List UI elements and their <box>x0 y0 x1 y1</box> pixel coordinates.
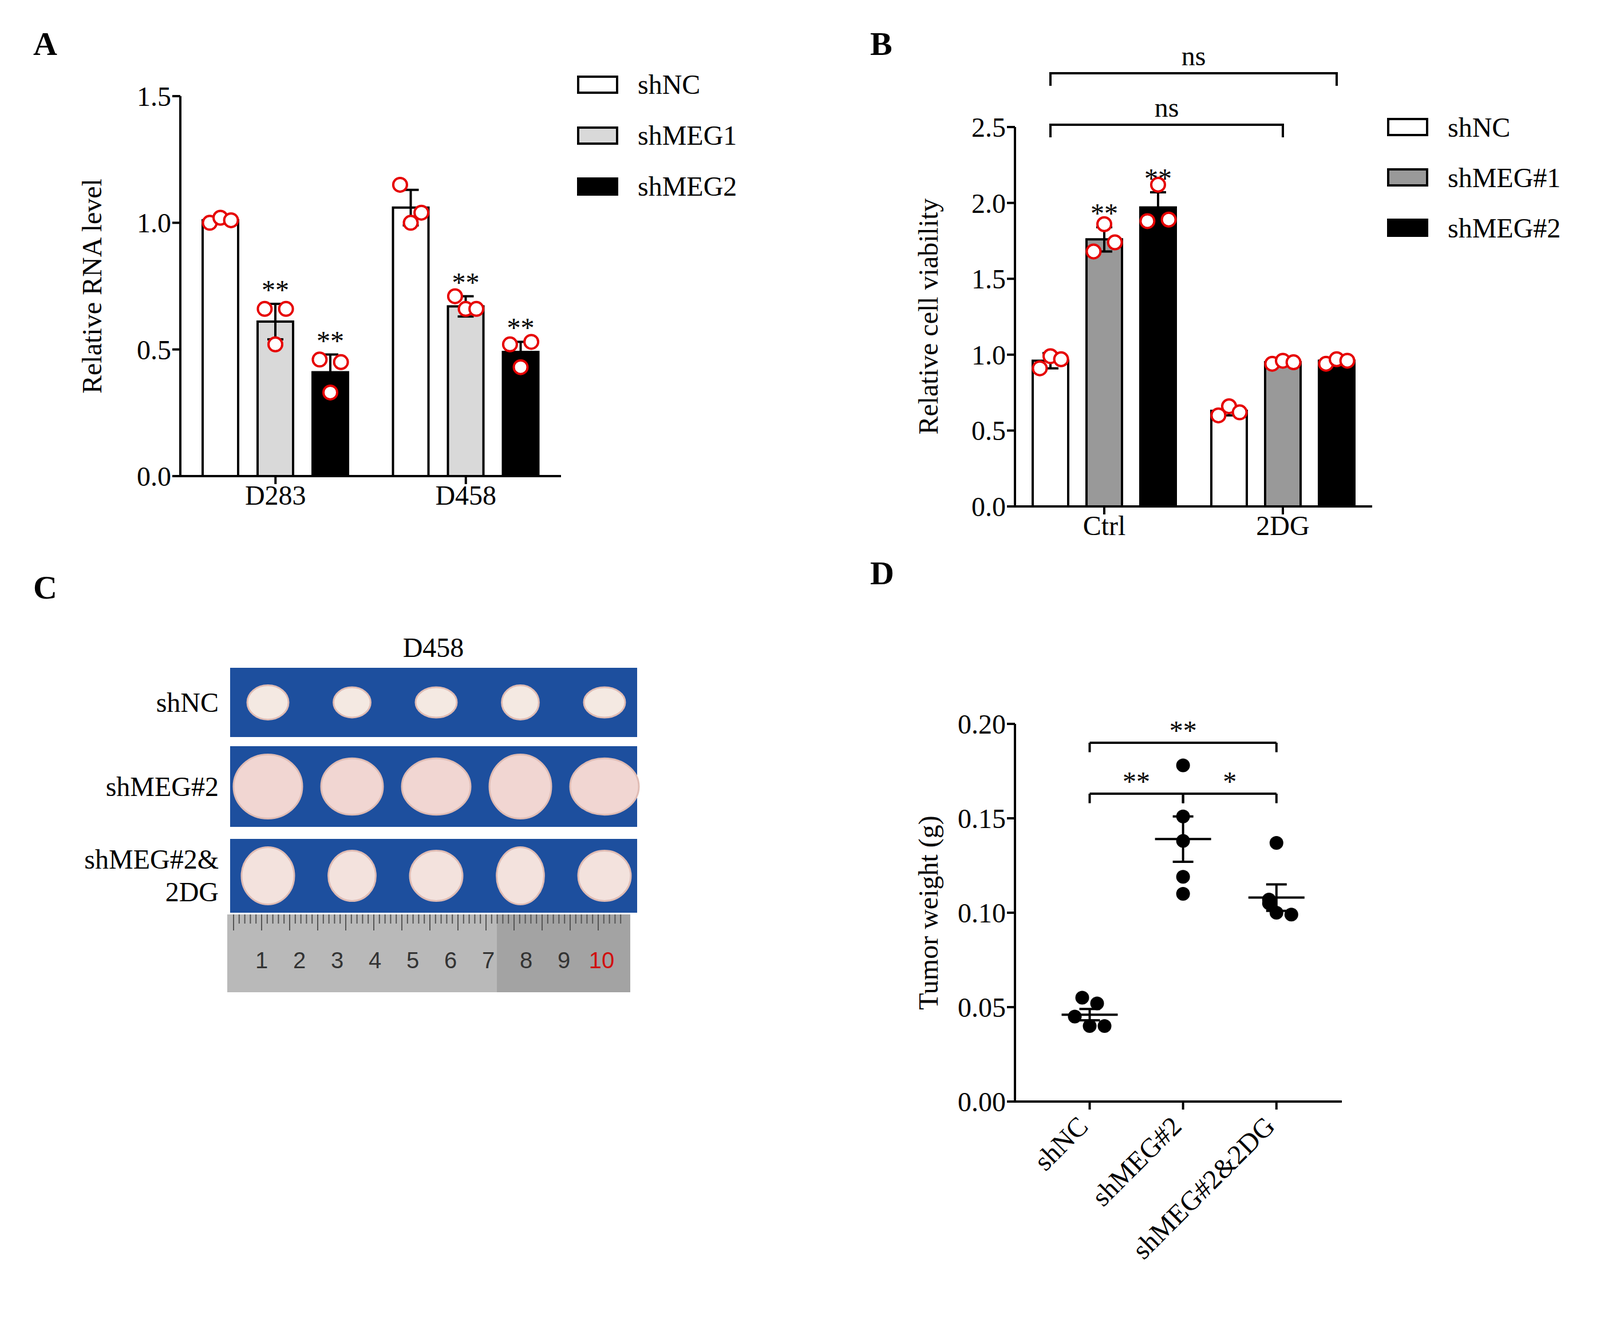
svg-text:2.0: 2.0 <box>971 188 1006 219</box>
svg-text:4: 4 <box>368 947 382 974</box>
svg-text:**: ** <box>316 325 345 357</box>
svg-text:2DG: 2DG <box>165 876 219 908</box>
svg-text:2: 2 <box>293 947 306 974</box>
svg-text:**: ** <box>452 267 480 298</box>
svg-text:0.20: 0.20 <box>957 709 1006 740</box>
svg-text:6: 6 <box>444 947 457 974</box>
svg-text:shMEG#2&: shMEG#2& <box>84 844 219 875</box>
html-text:Relative cell viability: Relative cell viability <box>912 198 944 435</box>
svg-text:shNC: shNC <box>1028 1111 1094 1177</box>
html-text:Relative RNA level: Relative RNA level <box>76 178 107 394</box>
svg-text:0.5: 0.5 <box>136 334 172 366</box>
svg-text:1.5: 1.5 <box>136 81 172 112</box>
html-text:C: C <box>33 569 58 607</box>
html-text:shNC: shNC <box>637 69 701 100</box>
svg-text:10: 10 <box>589 947 615 974</box>
svg-text:D283: D283 <box>245 480 307 511</box>
svg-text:7: 7 <box>482 947 495 974</box>
svg-text:1.5: 1.5 <box>971 263 1006 295</box>
svg-text:0.10: 0.10 <box>957 898 1006 929</box>
html-text:shMEG1: shMEG1 <box>637 120 737 151</box>
svg-text:0.5: 0.5 <box>971 415 1006 446</box>
svg-text:1: 1 <box>255 947 268 974</box>
svg-text:0.05: 0.05 <box>957 992 1006 1023</box>
svg-text:*: * <box>1222 766 1237 797</box>
html-text:shMEG#2: shMEG#2 <box>1447 212 1561 244</box>
svg-text:ns: ns <box>1181 40 1207 71</box>
html-text:B: B <box>870 25 893 63</box>
svg-text:1.0: 1.0 <box>136 207 172 239</box>
html-text:Tumor weight (g): Tumor weight (g) <box>912 815 944 1011</box>
svg-text:shMEG#2&2DG: shMEG#2&2DG <box>1126 1111 1280 1266</box>
html-text:shMEG#1: shMEG#1 <box>1447 162 1561 193</box>
svg-text:2DG: 2DG <box>1255 510 1310 541</box>
svg-text:D458: D458 <box>435 480 497 511</box>
svg-text:**: ** <box>261 274 290 306</box>
svg-text:**: ** <box>1090 198 1118 229</box>
svg-text:Ctrl: Ctrl <box>1083 510 1127 541</box>
html-text:shMEG2: shMEG2 <box>637 171 737 202</box>
html-text:shNC: shNC <box>1447 111 1511 143</box>
svg-text:0.0: 0.0 <box>136 461 172 492</box>
svg-text:1.0: 1.0 <box>971 340 1006 371</box>
svg-text:shMEG#2: shMEG#2 <box>105 771 219 803</box>
svg-text:**: ** <box>1144 163 1172 194</box>
svg-text:0.15: 0.15 <box>957 803 1006 835</box>
svg-text:**: ** <box>507 312 535 343</box>
svg-text:**: ** <box>1169 715 1197 746</box>
html-text:A: A <box>33 25 58 63</box>
svg-text:0.00: 0.00 <box>957 1087 1006 1118</box>
svg-text:ns: ns <box>1154 92 1180 123</box>
svg-text:shNC: shNC <box>156 687 219 718</box>
svg-text:shMEG#2: shMEG#2 <box>1085 1111 1188 1213</box>
svg-text:0.0: 0.0 <box>971 491 1006 523</box>
svg-text:D458: D458 <box>403 632 465 663</box>
svg-text:5: 5 <box>406 947 420 974</box>
svg-text:**: ** <box>1122 766 1151 797</box>
svg-text:8: 8 <box>519 947 533 974</box>
svg-text:2.5: 2.5 <box>971 112 1006 143</box>
html-text:D: D <box>870 554 895 592</box>
svg-text:3: 3 <box>330 947 344 974</box>
svg-text:9: 9 <box>557 947 571 974</box>
